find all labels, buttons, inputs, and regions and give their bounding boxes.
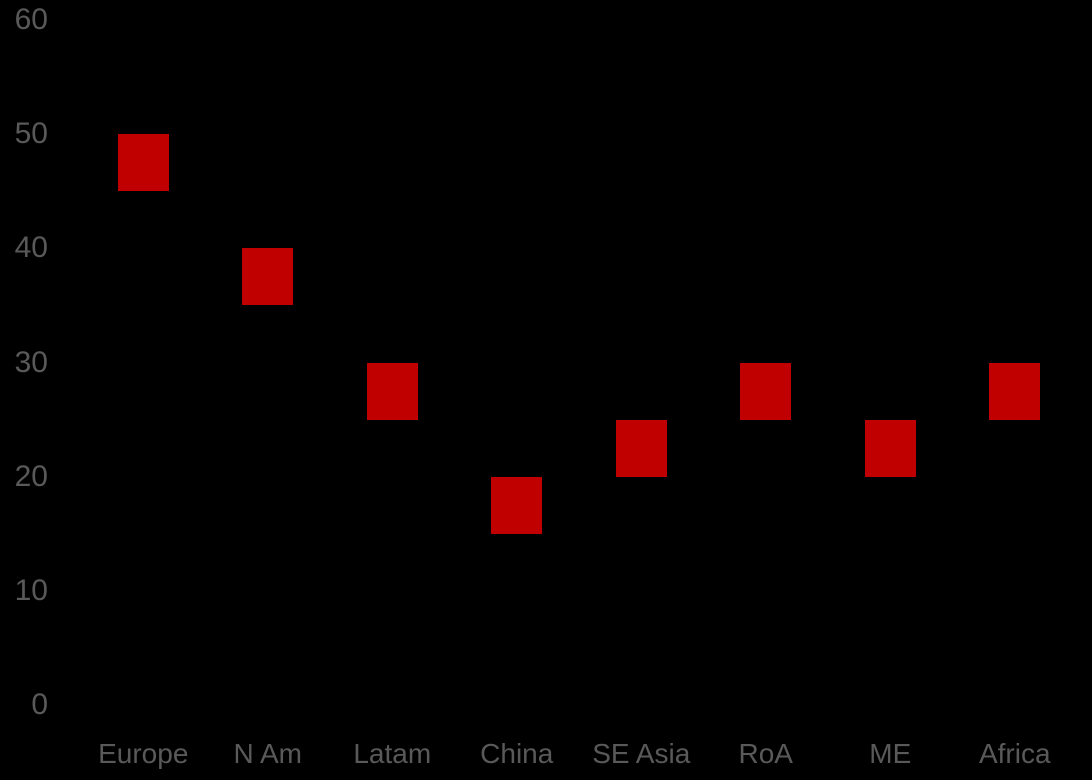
x-axis-category-label: RoA [738,738,793,769]
range-bar-se-asia [615,419,667,477]
x-axis-category-label: China [480,738,554,769]
y-axis-tick-label: 50 [14,117,48,151]
y-axis-tick-label: 30 [14,345,48,379]
range-bar-n-am [242,248,294,306]
x-axis-category-label: Africa [978,738,1051,769]
x-axis-category-label: Latam [353,738,432,769]
range-bar-roa [740,362,792,420]
range-bar-me [864,419,916,477]
y-axis-tick-label: 40 [14,231,48,265]
range-bar-europe [117,134,169,192]
range-bar-china [491,476,543,534]
x-axis-category-label: Europe [98,738,189,769]
range-bar-africa [989,362,1041,420]
y-axis-tick-label: 0 [31,688,48,721]
x-axis-category-label: ME [869,738,912,769]
x-axis-category-label: N Am [233,738,302,769]
y-axis-tick-label: 60 [14,3,48,36]
y-axis-tick-label: 20 [14,459,48,493]
range-bar-latam [366,362,418,420]
x-axis-category-label: SE Asia [592,738,691,769]
y-axis-tick-label: 10 [14,573,48,607]
